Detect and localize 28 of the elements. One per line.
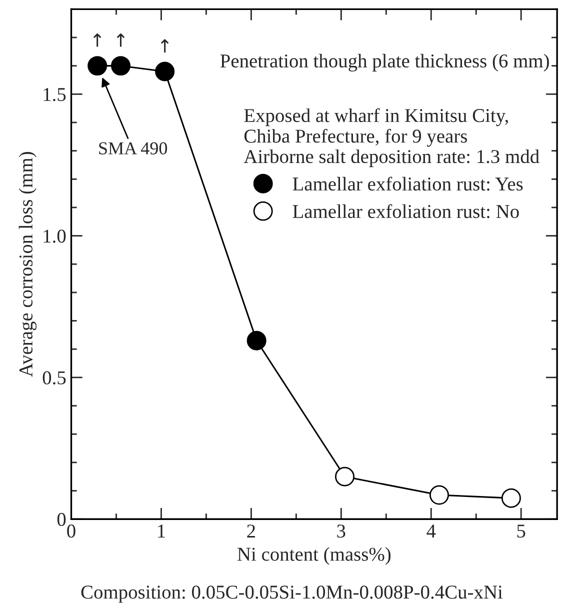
annotation: ↑ bbox=[116, 34, 125, 47]
point bbox=[501, 488, 521, 508]
point bbox=[246, 330, 266, 350]
y-tick-label: 0 bbox=[57, 512, 66, 526]
x-tick-label: 1 bbox=[158, 524, 165, 538]
y-tick-label: 1.5 bbox=[44, 88, 66, 102]
x-axis-title: Ni content (mass%) bbox=[238, 547, 391, 565]
point bbox=[88, 56, 108, 76]
legend-label: Lamellar exfoliation rust: Yes bbox=[292, 176, 523, 191]
point bbox=[110, 56, 130, 76]
text: Composition: 0.05C-0.05Si-1.0Mn-0.008P-0.4Cu-xNi bbox=[81, 586, 503, 603]
y-tick-label: 1.0 bbox=[44, 230, 66, 243]
point bbox=[335, 466, 354, 486]
point bbox=[429, 485, 449, 505]
legend-title: Exposed at wharf in Kimitsu City, Chiba Prefecture, for 9 years Airborne salt deposition rate: 1.3 mdd bbox=[244, 108, 540, 168]
x-tick-label: 3 bbox=[337, 524, 346, 538]
annotation: SMA 490 bbox=[99, 142, 168, 154]
x-tick-label: 2 bbox=[247, 524, 255, 538]
annotation: ↑ bbox=[160, 39, 169, 52]
y-tick-label: 0.5 bbox=[42, 371, 66, 384]
y-axis-title: Average corrosion loss (mm) bbox=[18, 152, 37, 377]
legend-label: Lamellar exfoliation rust: No bbox=[292, 204, 519, 218]
annotation: Penetration though plate thickness (6 mm) bbox=[220, 54, 549, 72]
x-tick-label: 5 bbox=[517, 524, 526, 538]
x-tick-label: 0 bbox=[67, 524, 76, 538]
x-tick-label: 4 bbox=[426, 524, 436, 538]
annotation: ↑ bbox=[93, 34, 102, 47]
point bbox=[155, 62, 175, 82]
